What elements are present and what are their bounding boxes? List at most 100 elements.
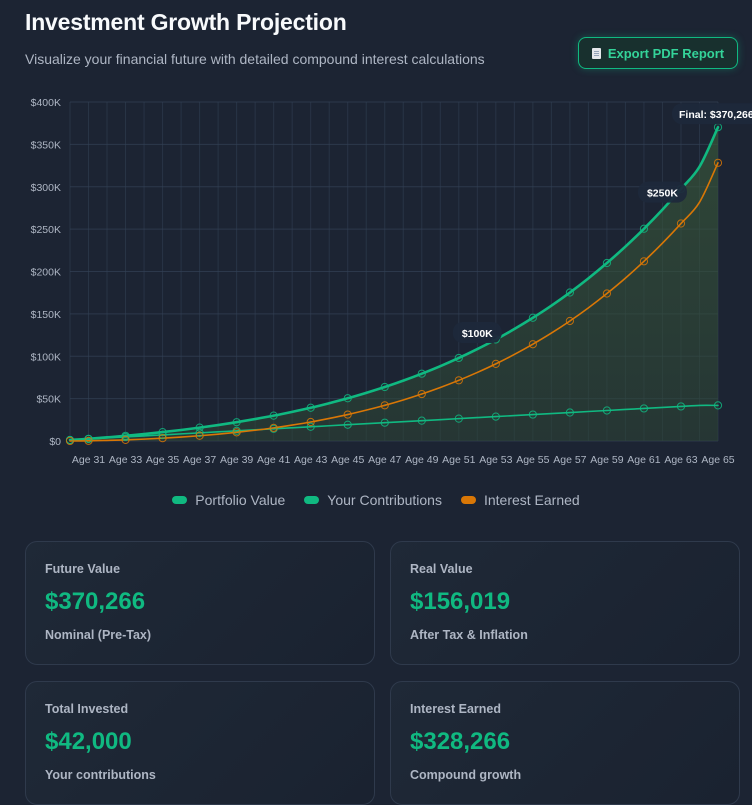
- data-point: [602, 406, 612, 415]
- x-tick-label: Age 61: [627, 454, 660, 466]
- x-tick-label: Age 65: [701, 454, 734, 466]
- legend-portfolio[interactable]: Portfolio Value: [172, 492, 285, 508]
- y-axis: $0 $50K $100K $150K $200K $250K $300K $350K $400…: [31, 97, 62, 448]
- y-tick-label: $300K: [31, 182, 61, 194]
- data-point: [676, 219, 686, 228]
- x-tick-label: Age 55: [516, 454, 549, 466]
- data-point: [528, 410, 537, 419]
- x-tick-label: Age 59: [590, 454, 623, 466]
- data-point: [528, 313, 537, 322]
- data-point: [306, 403, 315, 412]
- data-point: [269, 411, 278, 420]
- data-point: [232, 428, 241, 437]
- growth-chart: $0 $50K $100K $150K $200K $250K $300K $350K $400…: [31, 97, 752, 466]
- y-tick-label: $100K: [31, 351, 61, 363]
- x-tick-label: Age 31: [72, 454, 105, 466]
- data-point: [158, 428, 167, 437]
- y-tick-label: $50K: [36, 394, 61, 406]
- data-point: [417, 416, 426, 425]
- legend-contributions[interactable]: Your Contributions: [304, 492, 442, 508]
- card-subtext: Your contributions: [45, 768, 156, 782]
- data-point: [158, 430, 167, 439]
- annotation-final: Final: $370,266: [679, 109, 752, 121]
- data-point: [269, 423, 278, 432]
- data-point: [84, 436, 93, 445]
- data-point: [713, 401, 723, 410]
- data-point: [380, 382, 389, 392]
- data-point: [343, 394, 352, 403]
- data-point: [343, 410, 352, 419]
- card-subtext: Nominal (Pre-Tax): [45, 628, 152, 642]
- data-point: [306, 417, 315, 427]
- x-tick-label: Age 45: [331, 454, 364, 466]
- legend-portfolio-swatch: [172, 496, 188, 504]
- card-label: Future Value: [45, 562, 121, 576]
- data-point: [195, 428, 204, 437]
- document-icon: [591, 47, 601, 59]
- x-axis: Age 31 Age 33 Age 35 Age 37 Age 39 Age 41 Age …: [72, 454, 735, 466]
- data-point: [380, 401, 389, 410]
- data-point: [676, 402, 686, 411]
- x-tick-label: Age 33: [109, 454, 142, 466]
- annotation-100k: $100K: [462, 328, 493, 340]
- card-value: $328,266: [410, 728, 511, 755]
- data-point: [121, 432, 130, 442]
- y-tick-label: $150K: [31, 309, 61, 321]
- x-tick-label: Age 51: [442, 454, 475, 466]
- portfolio-line: [68, 125, 720, 442]
- data-point: [602, 258, 612, 268]
- x-tick-label: Age 53: [479, 454, 512, 466]
- future-value-card: Future Value $370,266 Nominal (Pre-Tax): [25, 541, 375, 665]
- data-point: [639, 404, 649, 413]
- y-tick-label: $350K: [31, 139, 61, 151]
- x-tick-label: Age 57: [553, 454, 586, 466]
- card-value: $42,000: [45, 728, 132, 755]
- data-point: [602, 289, 612, 298]
- data-point: [417, 389, 426, 399]
- annotation-100k-bg: [452, 322, 502, 344]
- annotation-final-bg: [672, 103, 752, 125]
- annotation-250k-bg: [637, 181, 687, 203]
- y-tick-label: $200K: [31, 267, 61, 279]
- data-point: [639, 224, 649, 233]
- card-value: $156,019: [410, 588, 511, 615]
- data-point: [343, 420, 352, 429]
- x-tick-label: Age 35: [146, 454, 179, 466]
- data-point: [417, 369, 426, 378]
- data-point: [121, 435, 130, 444]
- data-point: [454, 414, 463, 423]
- interest-line: [69, 161, 719, 442]
- real-value-card: Real Value $156,019 After Tax & Inflatio…: [390, 541, 740, 665]
- data-point: [380, 418, 389, 427]
- legend-contributions-label: Your Contributions: [327, 492, 442, 508]
- data-point: [454, 353, 463, 363]
- data-point: [713, 158, 723, 167]
- legend-interest-swatch: [460, 496, 476, 504]
- contributions-line: [69, 404, 719, 441]
- annotation-250k: $250K: [647, 188, 678, 200]
- legend-interest-label: Interest Earned: [483, 492, 580, 508]
- legend-interest[interactable]: Interest Earned: [460, 492, 580, 508]
- data-point: [65, 436, 75, 446]
- data-point: [158, 434, 167, 443]
- card-subtext: After Tax & Inflation: [410, 628, 528, 642]
- x-tick-label: Age 41: [257, 454, 290, 466]
- x-tick-label: Age 63: [664, 454, 697, 466]
- chart-annotations: $100K $250K Final: $370,266: [452, 103, 752, 344]
- interest-earned-card: Interest Earned $328,266 Compound growth: [390, 681, 740, 805]
- data-point: [491, 412, 500, 421]
- card-label: Interest Earned: [410, 702, 502, 716]
- data-point: [195, 423, 204, 432]
- card-subtext: Compound growth: [410, 768, 522, 782]
- export-pdf-button[interactable]: Export PDF Report: [578, 37, 738, 69]
- data-point: [195, 431, 204, 440]
- card-label: Real Value: [410, 562, 473, 576]
- x-tick-label: Age 39: [220, 454, 253, 466]
- portfolio-area: [70, 127, 718, 441]
- x-tick-label: Age 37: [183, 454, 216, 466]
- data-point: [454, 376, 463, 385]
- card-value: $370,266: [45, 588, 146, 615]
- page-title: Investment Growth Projection: [25, 9, 347, 35]
- legend-contributions-swatch: [304, 496, 320, 504]
- x-tick-label: Age 43: [294, 454, 327, 466]
